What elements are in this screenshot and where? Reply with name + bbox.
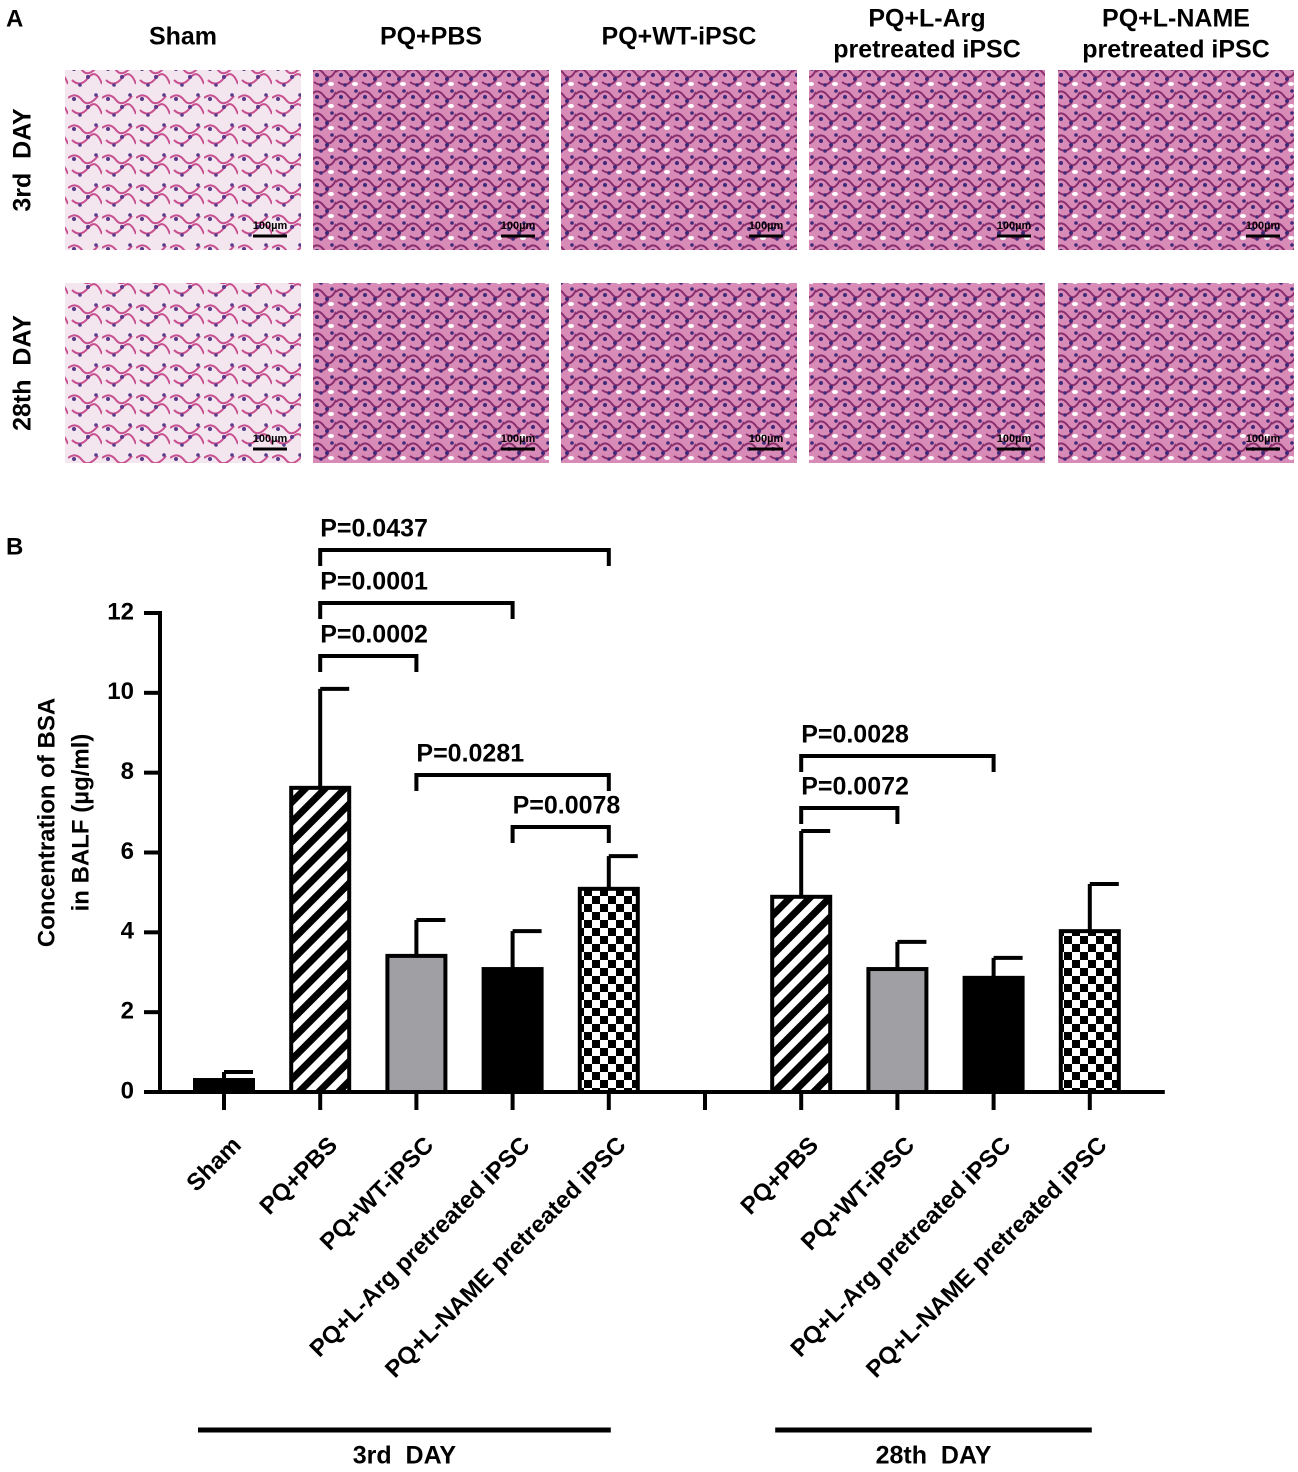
- scale-bar-label: 100µm: [997, 433, 1032, 445]
- group-label: 28th DAY: [876, 1442, 992, 1470]
- y-axis-label: in BALF (µg/ml): [67, 734, 94, 912]
- y-tick-label: 10: [107, 678, 134, 705]
- scale-bar-label: 100µm: [1246, 433, 1281, 445]
- significance-bracket: [414, 773, 611, 791]
- histology-image: [809, 283, 1045, 463]
- panel-label: A: [6, 5, 23, 32]
- y-tick-label: 12: [107, 598, 134, 625]
- histology-image: [313, 283, 549, 463]
- scale-bar-label: 100µm: [749, 220, 784, 232]
- column-header: pretreated iPSC: [833, 36, 1021, 64]
- y-axis-label: Concentration of BSA: [33, 698, 60, 947]
- x-tick-label: PQ+PBS: [736, 1132, 824, 1220]
- scale-bar-label: 100µm: [997, 220, 1032, 232]
- significance-bracket: [799, 754, 996, 772]
- y-tick-label: 4: [121, 918, 135, 945]
- bar: [385, 953, 448, 1094]
- column-header: PQ+WT-iPSC: [602, 23, 757, 51]
- y-tick-label: 8: [121, 758, 134, 785]
- bar: [193, 1078, 255, 1095]
- bar: [770, 894, 833, 1094]
- significance-label: P=0.0001: [320, 568, 428, 596]
- scale-bar-label: 100µm: [253, 220, 288, 232]
- histology-image: [65, 283, 301, 463]
- panel-label: B: [6, 533, 23, 560]
- histology-image: [65, 70, 301, 250]
- histology-image: [1058, 283, 1294, 463]
- column-header: PQ+PBS: [380, 23, 482, 51]
- significance-label: P=0.0281: [416, 740, 524, 768]
- scale-bar-label: 100µm: [501, 220, 536, 232]
- significance-label: P=0.0078: [513, 792, 621, 820]
- x-tick-label: Sham: [181, 1132, 246, 1197]
- bar: [866, 967, 929, 1094]
- histology-image: [561, 283, 797, 463]
- significance-label: P=0.0072: [801, 773, 909, 801]
- column-header: pretreated iPSC: [1082, 36, 1270, 64]
- column-header: PQ+L-Arg: [868, 5, 985, 33]
- scale-bar-label: 100µm: [253, 433, 288, 445]
- bar: [289, 785, 352, 1095]
- significance-bracket: [318, 654, 419, 672]
- bar: [481, 967, 544, 1094]
- bar: [1058, 929, 1121, 1094]
- significance-bracket: [510, 825, 611, 843]
- significance-bracket: [318, 601, 515, 619]
- x-tick-label: PQ+PBS: [255, 1132, 343, 1220]
- y-tick-label: 0: [121, 1077, 134, 1104]
- histology-image: [809, 70, 1045, 250]
- histology-image: [561, 70, 797, 250]
- scale-bar-label: 100µm: [1246, 220, 1281, 232]
- histology-image: [1058, 70, 1294, 250]
- row-label: 3rd DAY: [9, 108, 37, 212]
- row-label: 28th DAY: [9, 315, 37, 431]
- bar: [962, 975, 1025, 1094]
- histology-image: [313, 70, 549, 250]
- scale-bar-label: 100µm: [501, 433, 536, 445]
- group-label: 3rd DAY: [353, 1442, 457, 1470]
- significance-bracket: [318, 548, 611, 566]
- y-tick-label: 6: [121, 838, 134, 865]
- significance-bracket: [799, 806, 900, 824]
- significance-label: P=0.0002: [320, 621, 428, 649]
- y-tick-label: 2: [121, 998, 134, 1025]
- bar: [577, 886, 640, 1094]
- significance-label: P=0.0028: [801, 721, 909, 749]
- significance-label: P=0.0437: [320, 515, 428, 543]
- column-header: Sham: [149, 23, 217, 51]
- column-header: PQ+L-NAME: [1102, 5, 1250, 33]
- scale-bar-label: 100µm: [749, 433, 784, 445]
